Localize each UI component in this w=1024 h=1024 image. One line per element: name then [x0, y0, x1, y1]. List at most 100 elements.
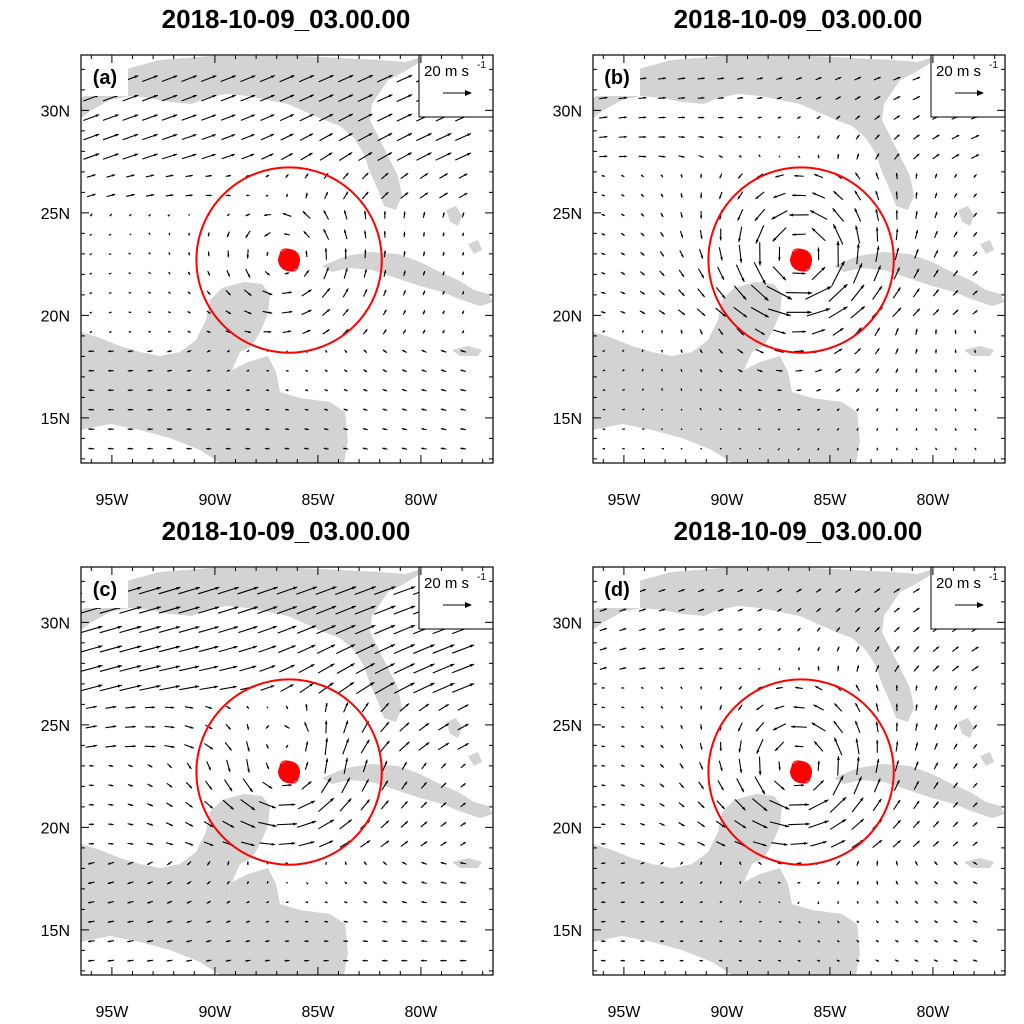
- wind-vector: [757, 389, 762, 392]
- wind-vector: [776, 77, 783, 80]
- wind-vector: [297, 644, 316, 654]
- wind-vector: [932, 308, 940, 316]
- wind-vector: [283, 233, 291, 236]
- wind-vector: [355, 643, 376, 655]
- wind-vector: [895, 703, 898, 712]
- wind-vector: [661, 447, 664, 450]
- wind-vector: [658, 667, 666, 670]
- axis-ticks: [593, 567, 1005, 975]
- wind-vector: [158, 645, 181, 653]
- wind-vector: [855, 646, 860, 652]
- wind-vector: [828, 306, 848, 319]
- wind-vector: [912, 840, 921, 848]
- wind-vector: [440, 841, 447, 847]
- wind-vector: [181, 94, 197, 102]
- wind-vector: [738, 758, 743, 774]
- wind-vector: [458, 192, 468, 199]
- wind-vector: [797, 116, 801, 119]
- wind-vector: [893, 267, 901, 280]
- wind-vector: [363, 881, 368, 885]
- wind-vector: [88, 350, 95, 353]
- wind-vector: [245, 447, 251, 450]
- wind-vector: [144, 725, 156, 729]
- wind-vector: [442, 329, 445, 334]
- wind-vector: [777, 881, 781, 884]
- wind-vector: [315, 586, 337, 595]
- wind-vector: [813, 779, 825, 791]
- wind-vector: [188, 233, 191, 236]
- wind-vector: [167, 271, 171, 275]
- wind-vector: [680, 349, 683, 353]
- wind-vector: [639, 842, 646, 845]
- wind-vector: [361, 172, 369, 180]
- wind-vector: [970, 154, 980, 159]
- wind-vector: [119, 625, 142, 634]
- wind-vector: [257, 606, 278, 614]
- wind-vector: [735, 264, 745, 283]
- wind-vector: [915, 348, 918, 354]
- wind-vector: [954, 447, 958, 451]
- wind-vector: [852, 263, 863, 284]
- wind-vector: [108, 389, 114, 392]
- wind-vector: [206, 369, 211, 372]
- x-tick-label: 90W: [710, 492, 744, 509]
- wind-vector: [639, 310, 646, 315]
- wind-vector: [935, 428, 938, 431]
- wind-vector: [167, 369, 173, 372]
- wind-vector: [836, 646, 840, 652]
- wind-vector: [974, 329, 977, 334]
- wind-vector: [142, 133, 158, 141]
- wind-vector: [895, 900, 899, 904]
- wind-vector: [793, 705, 805, 709]
- wind-vector: [759, 447, 761, 450]
- wind-vector: [138, 586, 162, 595]
- wind-vector: [933, 900, 938, 904]
- wind-vector: [621, 686, 625, 689]
- y-tick-label: 20N: [41, 308, 70, 325]
- wind-vector: [933, 920, 939, 924]
- wind-vector: [362, 428, 368, 431]
- wind-vector: [360, 839, 371, 848]
- wind-vector: [717, 780, 725, 791]
- wind-vector: [422, 270, 426, 276]
- wind-vector: [758, 880, 761, 884]
- wind-vector: [440, 920, 447, 923]
- wind-vector: [280, 152, 294, 161]
- wind-vector: [641, 388, 645, 391]
- wind-vector: [286, 350, 288, 353]
- wind-vector: [639, 667, 646, 670]
- wind-vector: [934, 880, 938, 885]
- wind-vector: [457, 723, 469, 731]
- wind-vector: [299, 133, 314, 141]
- wind-vector: [854, 347, 862, 355]
- wind-vector: [218, 645, 238, 653]
- wind-vector: [809, 209, 828, 220]
- wind-vector: [973, 743, 978, 749]
- wind-vector: [736, 778, 745, 793]
- wind-vector: [363, 349, 368, 354]
- wind-vector: [875, 920, 879, 924]
- wind-vector: [680, 686, 683, 690]
- wind-vector: [757, 608, 763, 612]
- wind-vector: [815, 369, 823, 373]
- wind-vector: [797, 627, 801, 632]
- wind-vector: [146, 920, 154, 923]
- plot-area: [593, 55, 1005, 463]
- wind-vector: [421, 881, 427, 885]
- wind-vector: [224, 741, 232, 751]
- wind-vector: [87, 940, 95, 943]
- wind-vector: [808, 820, 829, 829]
- wind-vector: [298, 841, 315, 847]
- wind-vector: [620, 271, 626, 276]
- wind-vector: [298, 663, 315, 674]
- wind-vector: [874, 607, 881, 613]
- wind-vector: [461, 271, 465, 276]
- wind-vector: [698, 628, 704, 631]
- wind-vector: [855, 115, 861, 120]
- wind-vector: [808, 799, 829, 811]
- wind-vector: [755, 191, 765, 200]
- wind-vector: [374, 624, 396, 635]
- wind-vector: [659, 290, 665, 296]
- wind-vector: [401, 761, 408, 770]
- wind-vector: [122, 114, 139, 121]
